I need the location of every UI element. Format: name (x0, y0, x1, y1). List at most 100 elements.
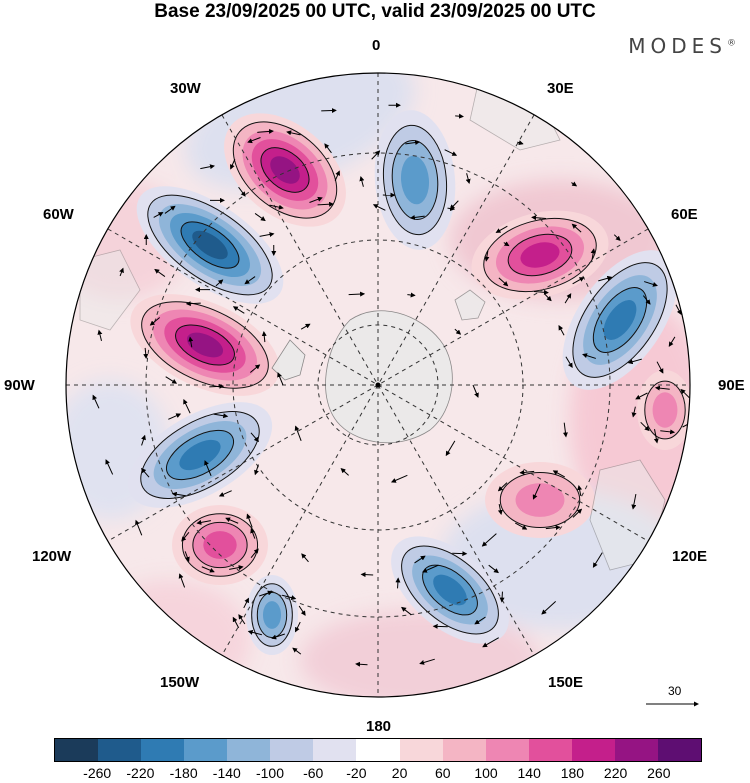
colorbar-swatch (614, 739, 658, 761)
anomaly-contour-band (192, 230, 228, 260)
wind-arrow (271, 633, 285, 640)
wind-arrow (407, 292, 416, 298)
registered-mark: ® (727, 38, 736, 49)
wind-arrow (359, 175, 365, 187)
wind-arrow (247, 629, 263, 636)
wind-arrow (421, 564, 439, 573)
wind-arrow (465, 173, 471, 185)
wind-arrow (229, 565, 244, 571)
wind-arrow (200, 164, 215, 170)
wind-arrow (250, 548, 259, 559)
wind-arrow (592, 552, 603, 568)
anomaly-contour-band (520, 242, 560, 268)
wind-arrow (497, 503, 503, 515)
wind-arrow (660, 429, 676, 435)
wind-arrow (257, 128, 274, 134)
positive-anomaly-cell (471, 210, 609, 300)
colorbar-swatch (657, 739, 701, 761)
wind-arrow (640, 421, 650, 432)
anomaly-contour-band (262, 601, 282, 629)
wind-arrow (495, 225, 508, 233)
anomaly-contour-band (603, 300, 637, 340)
wind-arrow (598, 275, 613, 282)
wind-arrow (519, 469, 535, 475)
anomaly-cells (127, 110, 690, 655)
colorbar-swatch (442, 739, 486, 761)
wind-arrow (254, 213, 266, 222)
wind-arrow (454, 328, 462, 335)
reference-vector: 30 (640, 684, 702, 710)
wind-arrow (414, 555, 426, 564)
wind-arrow (572, 508, 583, 518)
wind-arrow (533, 289, 549, 295)
wind-arrow (447, 206, 456, 212)
wind-arrow (552, 470, 565, 478)
colorbar-ticks: -260 -220 -180 -140 -100 -60 -20 20 60 100 140 180 2… (54, 765, 702, 783)
wind-arrow (577, 485, 583, 497)
wind-arrow (355, 661, 368, 667)
negative-anomaly-cell (562, 250, 678, 390)
colorbar-tick-label: 100 (474, 765, 498, 781)
positive-anomaly-cell (485, 462, 595, 538)
wind-arrow (225, 517, 239, 524)
wind-arrow (259, 232, 275, 237)
wind-arrow (455, 113, 464, 119)
negative-anomaly-cell (391, 536, 509, 644)
brand-name: MODES (628, 34, 727, 58)
anomaly-contour-band (186, 332, 224, 358)
wind-arrow (654, 385, 670, 391)
wind-arrow (230, 158, 236, 170)
wind-arrow (184, 551, 190, 562)
wind-arrow (105, 459, 114, 475)
wind-arrow (232, 616, 240, 629)
wind-arrow (171, 491, 187, 497)
wind-arrow (499, 591, 505, 603)
wind-arrow (277, 372, 284, 386)
wind-arrow (324, 143, 332, 154)
label-lon-150w: 150W (160, 674, 200, 691)
wind-arrow (631, 493, 637, 510)
wind-arrow (562, 422, 568, 438)
colorbar-tick-label: -260 (83, 765, 112, 781)
positive-anomaly-cell (224, 113, 346, 227)
label-lon-120w: 120W (32, 548, 72, 565)
wind-arrow (360, 572, 374, 578)
wind-arrow (348, 291, 366, 297)
wind-arrow (140, 467, 150, 478)
wind-arrow (269, 204, 284, 210)
wind-arrow (183, 398, 191, 414)
reference-vector-value: 30 (668, 684, 682, 698)
wind-arrow (209, 383, 225, 389)
anomaly-contour-band (400, 155, 430, 205)
colorbar-tick-label: -60 (303, 765, 324, 781)
wind-arrow (259, 590, 273, 597)
wind-arrow (642, 295, 651, 305)
negative-anomaly-cell (127, 402, 273, 508)
wind-arrow (590, 248, 596, 260)
wind-arrow (201, 566, 215, 573)
wind-arrow (181, 531, 190, 542)
wind-arrow (281, 594, 297, 601)
wind-arrow (247, 137, 261, 144)
wind-arrow (300, 323, 311, 330)
wind-arrow (340, 468, 349, 476)
wind-arrow (484, 250, 490, 262)
wind-arrow (218, 490, 232, 497)
label-lon-30w: 30W (170, 80, 201, 97)
wind-arrow (517, 140, 524, 146)
reference-arrow-icon (646, 701, 699, 707)
wind-arrow (419, 658, 435, 665)
wind-arrow (582, 353, 596, 359)
wind-arrow (143, 347, 149, 359)
anomaly-contour-band (179, 439, 221, 471)
wind-arrow (294, 425, 302, 442)
wind-arrow (564, 293, 572, 304)
wind-arrow (371, 150, 381, 160)
positive-anomaly-cell (637, 370, 690, 450)
colorbar-tick-label: -140 (212, 765, 241, 781)
wind-arrow (390, 474, 408, 483)
colorbar-tick-label: -20 (346, 765, 367, 781)
wind-arrow (286, 130, 301, 136)
anomaly-contour-band (652, 392, 678, 428)
colorbar-tick-label: -180 (169, 765, 198, 781)
